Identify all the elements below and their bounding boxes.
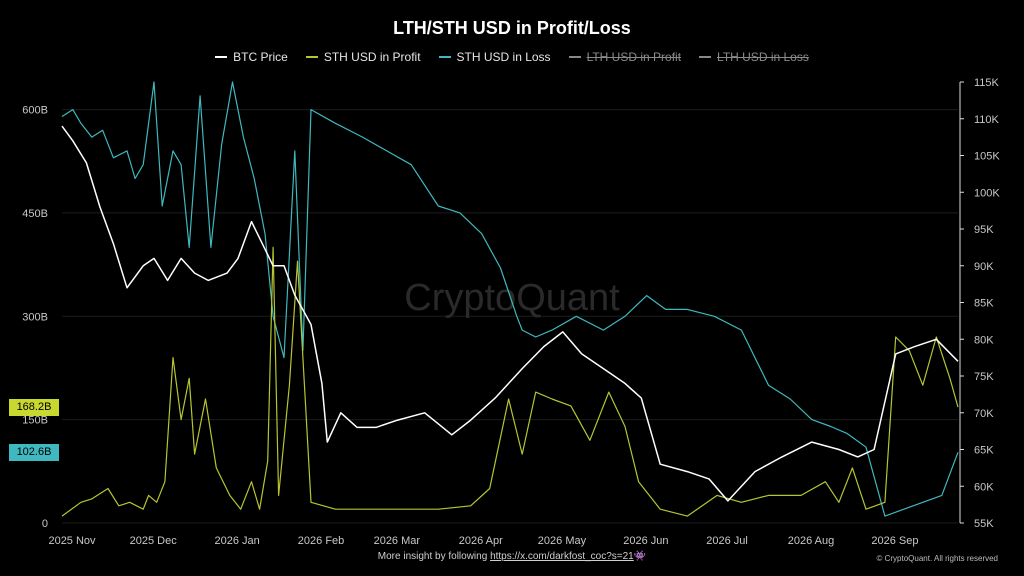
legend-item-lth-profit[interactable]: LTH USD in Profit bbox=[568, 50, 682, 64]
right-axis-tick-label: 55K bbox=[974, 518, 994, 530]
left-axis-tick-label: 0 bbox=[42, 518, 48, 530]
right-axis-tick-label: 70K bbox=[974, 408, 994, 420]
x-axis-tick-label: 2026 Apr bbox=[459, 535, 503, 547]
legend-item-sth-profit[interactable]: STH USD in Profit bbox=[305, 50, 421, 64]
right-axis-tick-label: 105K bbox=[974, 151, 1000, 163]
right-axis-tick-label: 80K bbox=[974, 334, 994, 346]
footer-link[interactable]: https://x.com/darkfost_coc?s=21 bbox=[490, 551, 634, 562]
series-line-sth-usd-in-profit[interactable] bbox=[61, 246, 959, 517]
x-axis-ticks: 2025 Nov 2025 Dec 2026 Jan 2026 Feb 2026 Mar… bbox=[48, 535, 918, 547]
right-axis-tick-label: 95K bbox=[974, 224, 994, 236]
x-axis-tick-label: 2026 Mar bbox=[374, 535, 421, 547]
watermark: CryptoQuant bbox=[404, 277, 620, 319]
legend-swatch bbox=[568, 56, 581, 58]
x-axis-tick-label: 2025 Dec bbox=[130, 535, 178, 547]
x-axis-tick-label: 2026 Jan bbox=[214, 535, 259, 547]
legend-swatch bbox=[215, 56, 228, 58]
right-axis-tick-label: 110K bbox=[974, 114, 1000, 126]
series-line-sth-usd-in-loss[interactable] bbox=[61, 81, 959, 517]
legend-label: LTH USD in Profit bbox=[586, 50, 682, 64]
legend-swatch bbox=[438, 56, 451, 58]
left-axis-tick-label: 150B bbox=[22, 415, 48, 427]
right-axis-tick-label: 100K bbox=[974, 187, 1000, 199]
right-axis-tick-label: 85K bbox=[974, 298, 994, 310]
alien-monster-icon: 👾 bbox=[633, 551, 647, 562]
legend-label: BTC Price bbox=[233, 50, 288, 64]
legend: BTC Price STH USD in Profit STH USD in L… bbox=[0, 50, 1024, 64]
right-axis-tick-label: 65K bbox=[974, 445, 994, 457]
legend-item-btc-price[interactable]: BTC Price bbox=[215, 50, 288, 64]
x-axis-tick-label: 2026 Feb bbox=[298, 535, 344, 547]
gridlines bbox=[62, 109, 958, 524]
legend-label: STH USD in Loss bbox=[456, 50, 551, 64]
legend-item-lth-loss[interactable]: LTH USD in Loss bbox=[699, 50, 809, 64]
left-axis-tick-label: 300B bbox=[22, 311, 48, 323]
footer-text: More insight by following bbox=[377, 551, 491, 562]
legend-label: STH USD in Profit bbox=[323, 50, 421, 64]
legend-label: LTH USD in Loss bbox=[717, 50, 809, 64]
right-axis-tick-label: 75K bbox=[974, 371, 994, 383]
right-axis-tick-label: 60K bbox=[974, 481, 994, 493]
legend-swatch bbox=[305, 56, 318, 58]
right-axis-ticks: 55K 60K 65K 70K 75K 80K 85K 90K 95K 100K 105K 110K 1… bbox=[959, 77, 1000, 530]
legend-swatch bbox=[699, 56, 712, 58]
sth-loss-value-badge: 102.6B bbox=[9, 443, 59, 461]
legend-item-sth-loss[interactable]: STH USD in Loss bbox=[438, 50, 551, 64]
x-axis-tick-label: 2026 Aug bbox=[788, 535, 835, 547]
footer: More insight by following https://x.com/… bbox=[0, 551, 1024, 562]
series-layer bbox=[61, 81, 959, 517]
right-axis-tick-label: 115K bbox=[974, 77, 1000, 89]
copyright: © CryptoQuant. All rights reserved bbox=[876, 554, 999, 563]
x-axis-tick-label: 2026 Sep bbox=[871, 535, 918, 547]
left-axis-tick-label: 450B bbox=[22, 208, 48, 220]
left-axis-tick-label: 600B bbox=[22, 105, 48, 117]
right-axis-tick-label: 90K bbox=[974, 261, 994, 273]
chart-title: LTH/STH USD in Profit/Loss bbox=[393, 18, 631, 38]
sth-profit-value-badge: 168.2B bbox=[9, 398, 59, 416]
x-axis-tick-label: 2026 Jul bbox=[706, 535, 748, 547]
x-axis-tick-label: 2026 May bbox=[538, 535, 587, 547]
x-axis-tick-label: 2026 Jun bbox=[623, 535, 668, 547]
series-line-btc-price[interactable] bbox=[61, 125, 959, 502]
x-axis-tick-label: 2025 Nov bbox=[48, 535, 96, 547]
left-axis-ticks: 0 150B 300B 450B 600B bbox=[22, 105, 48, 530]
